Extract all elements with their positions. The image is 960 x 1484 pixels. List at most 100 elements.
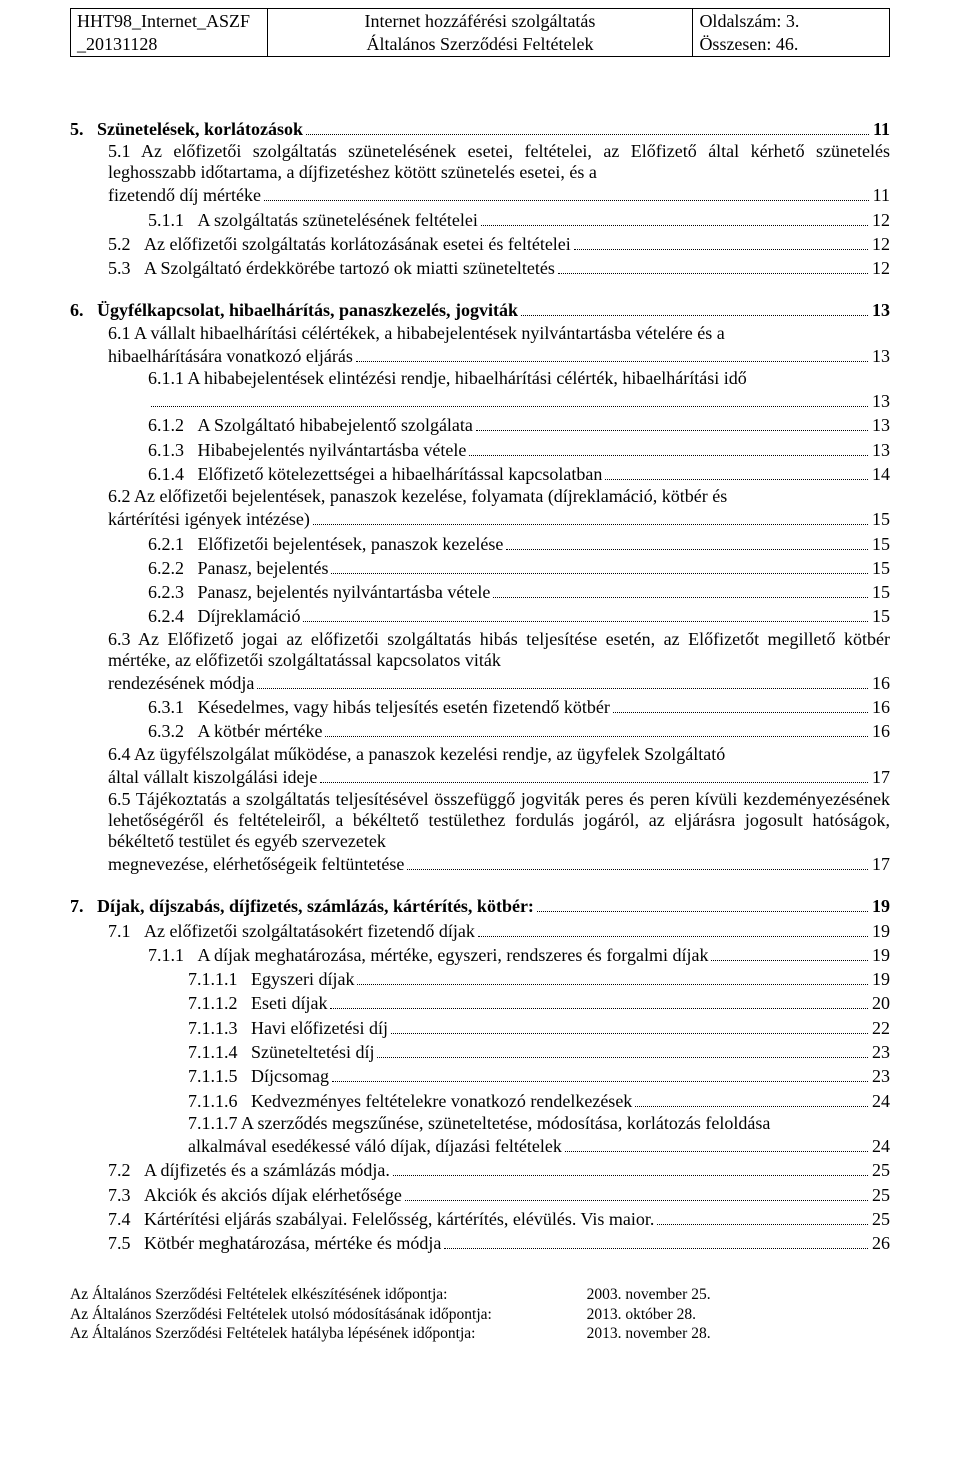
toc-number: 7.1.1.3 <box>188 1016 251 1040</box>
toc-entry: 7.1.1 A díjak meghatározása, mértéke, eg… <box>70 943 890 967</box>
toc-page-number: 25 <box>870 1207 890 1231</box>
toc-number: 7.1.1.6 <box>188 1089 251 1113</box>
toc-page-number: 19 <box>870 943 890 967</box>
toc-number: 5.3 <box>108 256 144 280</box>
toc-page-number: 15 <box>870 507 890 531</box>
toc-number: 6.3.2 <box>148 719 198 743</box>
toc-leader <box>565 1136 868 1152</box>
toc-number: 7. <box>70 894 97 918</box>
toc-entry: 6.2.3 Panasz, bejelentés nyilvántartásba… <box>70 580 890 604</box>
toc-leader <box>257 673 868 689</box>
footer-label: Az Általános Szerződési Feltételek elkés… <box>70 1285 587 1304</box>
toc-number: 7.3 <box>108 1183 144 1207</box>
toc-title-body: 6.1.1 A hibabejelentések elintézési rend… <box>148 368 890 389</box>
toc-number: 5.1.1 <box>148 208 198 232</box>
toc-number: 7.1.1.2 <box>188 991 251 1015</box>
toc-last-line: kártérítési igények intézése)15 <box>108 507 890 531</box>
toc-page-number: 17 <box>870 765 890 789</box>
toc-title: Késedelmes, vagy hibás teljesítés esetén… <box>198 695 610 719</box>
toc-title-body: 6.3 Az Előfizető jogai az előfizetői szo… <box>108 629 890 671</box>
toc-page-number: 15 <box>870 532 890 556</box>
toc-entry: 6.3.2 A kötbér mértéke16 <box>70 719 890 743</box>
toc-page-number: 23 <box>870 1064 890 1088</box>
toc-leader <box>635 1090 868 1106</box>
toc-page-number: 15 <box>870 580 890 604</box>
toc-entry: 5.1 Az előfizetői szolgáltatás szünetelé… <box>70 141 890 207</box>
toc-title: Előfizetői bejelentések, panaszok kezelé… <box>198 532 504 556</box>
toc-page-number: 24 <box>870 1089 890 1113</box>
toc-entry: 5.2 Az előfizetői szolgáltatás korlátozá… <box>70 232 890 256</box>
toc-page-number: 16 <box>870 671 890 695</box>
toc-entry: 6.1.4 Előfizető kötelezettségei a hibael… <box>70 462 890 486</box>
toc-title: Az előfizetői szolgáltatásokért fizetend… <box>144 919 475 943</box>
toc-entry: 7.1.1.6 Kedvezményes feltételekre vonatk… <box>70 1089 890 1113</box>
toc-leader <box>393 1160 868 1176</box>
toc-leader <box>476 415 868 431</box>
toc-entry: 7.2 A díjfizetés és a számlázás módja.25 <box>70 1158 890 1182</box>
footer-label: Az Általános Szerződési Feltételek hatál… <box>70 1324 587 1343</box>
toc-page-number: 23 <box>870 1040 890 1064</box>
toc-last-line: alkalmával esedékessé váló díjak, díjazá… <box>188 1134 890 1158</box>
toc-title: A díjak meghatározása, mértéke, egyszeri… <box>198 943 709 967</box>
toc-title: A kötbér mértéke <box>198 719 323 743</box>
toc-leader <box>330 993 868 1009</box>
toc-leader <box>605 464 868 480</box>
toc-last-line: fizetendő díj mértéke11 <box>108 183 890 207</box>
header-left-line1: HHT98_Internet_ASZF <box>77 10 261 33</box>
toc-entry: 6.1.1 A hibabejelentések elintézési rend… <box>70 368 890 413</box>
toc-title: A Szolgáltató hibabejelentő szolgálata <box>198 413 473 437</box>
toc-leader <box>331 558 868 574</box>
toc-page-number: 15 <box>870 604 890 628</box>
toc-entry: 6.1 A vállalt hibaelhárítási célértékek,… <box>70 323 890 368</box>
header-center-cell: Internet hozzáférési szolgáltatás Általá… <box>267 9 693 57</box>
toc-entry: 6.3.1 Késedelmes, vagy hibás teljesítés … <box>70 695 890 719</box>
toc-entry: 7.5 Kötbér meghatározása, mértéke és mód… <box>70 1231 890 1255</box>
toc-number: 6.3.1 <box>148 695 198 719</box>
toc-title: Ügyfélkapcsolat, hibaelhárítás, panaszke… <box>97 298 518 322</box>
toc-title: Kötbér meghatározása, mértéke és módja <box>144 1231 441 1255</box>
toc-number: 6.2.2 <box>148 556 198 580</box>
toc-number: 6.2.3 <box>148 580 198 604</box>
toc-last-line: rendezésének módja 16 <box>108 671 890 695</box>
toc-number: 6.1.4 <box>148 462 198 486</box>
toc-page-number: 24 <box>870 1134 890 1158</box>
toc-entry: 7.1.1.3 Havi előfizetési díj22 <box>70 1016 890 1040</box>
toc-number: 6.2.1 <box>148 532 198 556</box>
footer-value: 2013. október 28. <box>587 1305 696 1324</box>
toc-number: 6. <box>70 298 97 322</box>
toc-leader <box>506 533 868 549</box>
footer-value: 2003. november 25. <box>587 1285 711 1304</box>
toc-leader <box>521 300 868 316</box>
header-left-line2: _20131128 <box>77 33 261 56</box>
toc-title-body: 7.1.1.7 A szerződés megszűnése, szünetel… <box>188 1113 890 1134</box>
toc-leader <box>493 582 868 598</box>
toc-title: Szüneteltetési díj <box>251 1040 374 1064</box>
toc-page-number: 11 <box>871 117 890 141</box>
toc-last-line: 13 <box>148 389 890 413</box>
toc-title-body: 6.2 Az előfizetői bejelentések, panaszok… <box>108 486 890 507</box>
header-center-line2: Általános Szerződési Feltételek <box>274 33 687 56</box>
footer-row: Az Általános Szerződési Feltételek hatál… <box>70 1324 890 1343</box>
toc-entry: 6. Ügyfélkapcsolat, hibaelhárítás, panas… <box>70 298 890 322</box>
toc-page-number: 13 <box>870 344 890 368</box>
toc-title-tail: megnevezése, elérhetőségeik feltüntetése <box>108 852 404 876</box>
toc-leader <box>613 697 868 713</box>
toc-number: 6.1.2 <box>148 413 198 437</box>
footer-value: 2013. november 28. <box>587 1324 711 1343</box>
page-footer: Az Általános Szerződési Feltételek elkés… <box>70 1285 890 1343</box>
header-right-line1: Oldalszám: 3. <box>699 10 883 33</box>
toc-leader <box>444 1233 868 1249</box>
toc-entry: 6.3 Az Előfizető jogai az előfizetői szo… <box>70 629 890 695</box>
toc-number: 5.2 <box>108 232 144 256</box>
toc-number: 6.1.3 <box>148 438 198 462</box>
toc-entry: 7.4 Kártérítési eljárás szabályai. Felel… <box>70 1207 890 1231</box>
toc-leader <box>332 1066 868 1082</box>
toc-title: Havi előfizetési díj <box>251 1016 388 1040</box>
toc-title-tail: fizetendő díj mértéke <box>108 183 261 207</box>
toc-title-tail: rendezésének módja <box>108 671 254 695</box>
toc-title: Hibabejelentés nyilvántartásba vétele <box>198 438 467 462</box>
toc-leader <box>356 346 868 362</box>
toc-page-number: 12 <box>870 232 890 256</box>
toc-leader <box>313 509 868 525</box>
toc-title: Díjak, díjszabás, díjfizetés, számlázás,… <box>97 894 534 918</box>
